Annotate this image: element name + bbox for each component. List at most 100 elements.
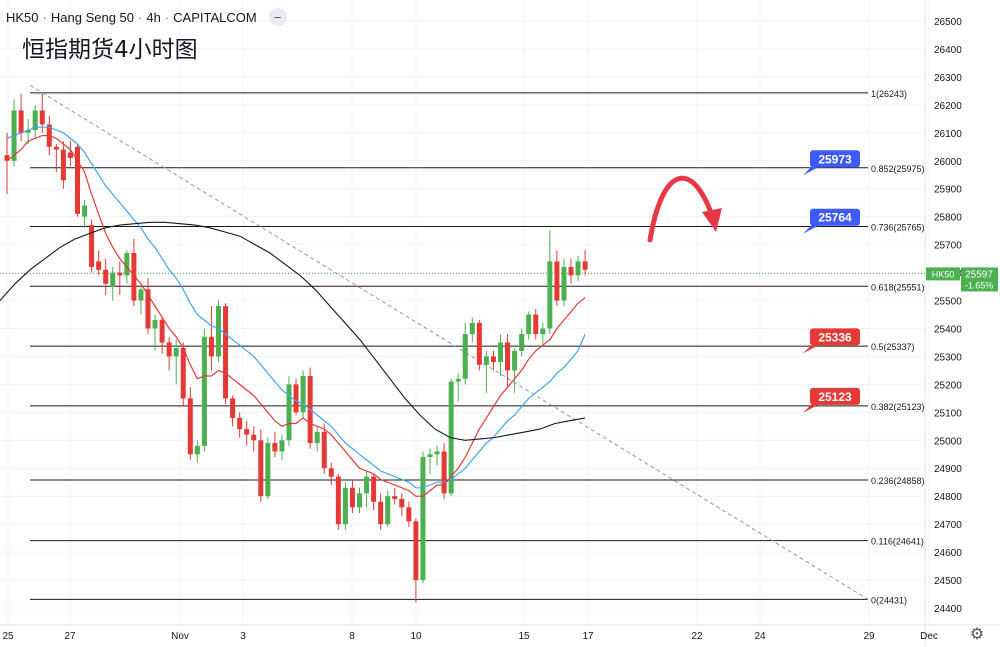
level-tag-text: 25336 — [818, 330, 852, 344]
candle — [554, 261, 560, 301]
x-tick-label: 22 — [691, 631, 703, 642]
candle — [110, 272, 116, 287]
candle — [152, 320, 158, 329]
candle — [582, 261, 588, 270]
candle — [223, 306, 229, 399]
y-tick-label: 25700 — [934, 241, 962, 252]
candle — [258, 440, 264, 497]
x-tick-label: Dec — [920, 631, 938, 642]
symbol-tag — [926, 267, 960, 281]
candle — [145, 289, 151, 329]
y-tick-label: 25500 — [934, 297, 962, 308]
arrow-annotation — [647, 175, 722, 243]
level-tag-box — [810, 387, 860, 405]
candle — [462, 334, 468, 379]
level-tag-pointer — [803, 166, 820, 176]
candle — [427, 454, 433, 458]
candle — [53, 146, 59, 150]
fib-label: 0.618(25551) — [871, 282, 925, 292]
candle — [476, 322, 482, 365]
candle — [328, 468, 334, 477]
x-tick-label: 8 — [349, 631, 355, 642]
level-tag-text: 25973 — [818, 152, 852, 166]
candle — [75, 146, 80, 214]
candle — [272, 443, 278, 452]
candle — [18, 110, 24, 133]
candle — [533, 314, 539, 335]
candle — [321, 431, 327, 469]
y-tick-label: 24500 — [934, 576, 962, 587]
level-tag-box — [810, 328, 860, 346]
y-tick-label: 25000 — [934, 436, 962, 447]
candle — [455, 378, 461, 382]
x-tick-label: Nov — [171, 631, 189, 642]
level-tag: 25973 — [803, 150, 860, 176]
level-tag-pointer — [803, 403, 820, 413]
candle — [349, 487, 355, 508]
candle — [25, 130, 31, 133]
price-tag-value: 25597 — [965, 269, 993, 280]
annotation-title: 恒指期货4小时图 — [22, 37, 198, 63]
y-tick-label: 25400 — [934, 324, 962, 335]
candle — [364, 476, 370, 494]
candle — [371, 476, 377, 502]
trend-line — [29, 84, 869, 600]
candle — [490, 356, 496, 363]
candle — [244, 429, 250, 435]
candle — [413, 521, 419, 581]
candle — [138, 289, 144, 301]
candle — [279, 440, 285, 452]
level-tag-box — [810, 208, 860, 226]
minus-icon[interactable]: − — [268, 8, 287, 26]
x-tick-label: 3 — [240, 631, 246, 642]
x-tick-label: 25 — [2, 631, 14, 642]
chart-header: HK50 · Hang Seng 50 · 4h · CAPITALCOM − — [6, 8, 287, 26]
candle — [385, 496, 391, 525]
ema-fast-line — [6, 135, 586, 497]
y-tick-label: 24600 — [934, 548, 962, 559]
level-tag-pointer — [803, 224, 820, 234]
x-tick-label: 24 — [754, 631, 766, 642]
candle — [314, 431, 320, 444]
fib-label: 1(26243) — [871, 89, 907, 99]
y-tick-label: 24800 — [934, 492, 962, 503]
y-tick-label: 26100 — [934, 129, 962, 140]
candle — [103, 269, 109, 284]
candle — [568, 266, 574, 276]
candle — [441, 451, 447, 494]
level-tag: 25764 — [803, 208, 860, 234]
candle — [286, 384, 292, 441]
candle — [512, 350, 518, 371]
gear-icon[interactable]: ⚙ — [969, 626, 985, 643]
candle — [498, 342, 503, 363]
candle — [342, 487, 348, 525]
candle — [561, 266, 567, 301]
interval-label[interactable]: 4h — [146, 9, 161, 25]
x-tick-label: 15 — [518, 631, 530, 642]
price-tag — [961, 267, 998, 292]
data-source: CAPITALCOM — [173, 9, 257, 25]
y-tick-label: 26300 — [934, 73, 962, 84]
candle — [89, 225, 95, 267]
price-label: HK50 25597-1.65% — [926, 267, 998, 292]
fib-label: 0.382(25123) — [871, 402, 925, 412]
x-tick-label: 29 — [863, 631, 875, 642]
x-tick-label: 27 — [64, 631, 76, 642]
price-tag-change: -1.65% — [965, 280, 994, 290]
candle — [166, 342, 172, 357]
x-tick-label: 17 — [582, 631, 594, 642]
candle — [60, 149, 66, 181]
candle — [216, 306, 221, 357]
x-tick-label: 10 — [410, 631, 422, 642]
candle — [251, 434, 257, 441]
fib-label: 0.116(24641) — [871, 537, 924, 547]
y-tick-label: 25800 — [934, 213, 962, 224]
symbol-tag-text: HK50 — [932, 269, 955, 279]
candle — [575, 261, 581, 276]
y-tick-label: 25200 — [934, 380, 962, 391]
ema-mid-line — [6, 126, 586, 489]
symbol-ticker[interactable]: HK50 — [6, 9, 39, 25]
candle — [159, 320, 165, 343]
candle — [505, 342, 511, 371]
